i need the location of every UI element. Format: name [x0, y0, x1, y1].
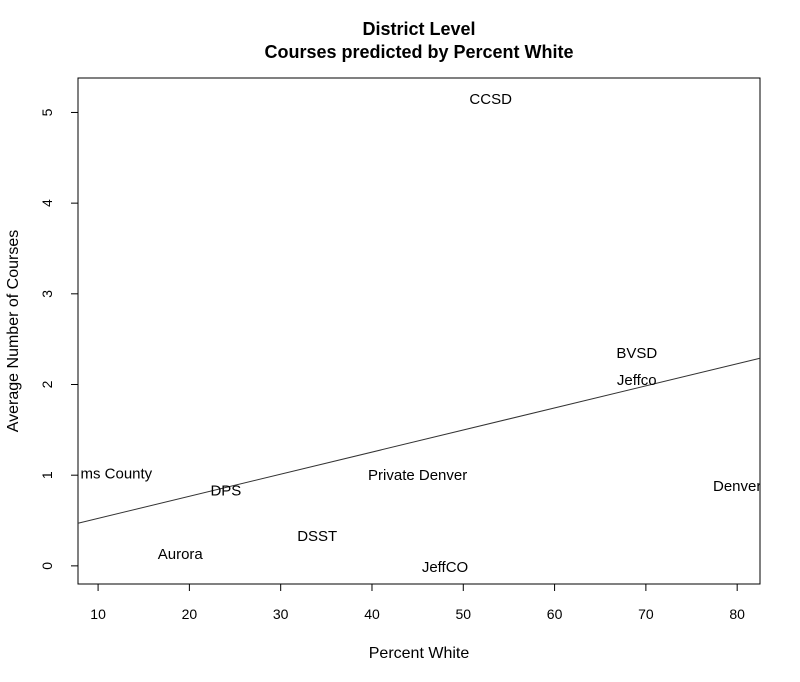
chart-subtitle: Courses predicted by Percent White	[264, 42, 573, 62]
x-tick-label: 10	[90, 606, 106, 622]
point-label: ms County	[80, 465, 152, 482]
plot-frame	[77, 77, 761, 585]
y-tick-label: 2	[39, 380, 55, 388]
point-label: BVSD	[616, 345, 657, 362]
point-label: Denver	[713, 478, 761, 495]
y-tick-label: 1	[39, 471, 55, 479]
y-axis-label: Average Number of Courses	[5, 230, 22, 432]
y-tick-label: 3	[39, 290, 55, 298]
y-tick-label: 4	[39, 199, 55, 207]
regression-line	[77, 357, 761, 524]
point-label: Private Denver	[368, 467, 467, 484]
point-label: DPS	[210, 483, 241, 500]
x-axis: 10 20 30 40 50 60 70 80	[90, 583, 745, 622]
point-label: Jeffco	[617, 372, 657, 389]
point-label: CCSD	[469, 91, 512, 108]
y-axis: 0 1 2 3 4 5	[39, 108, 79, 570]
chart-title: District Level	[362, 19, 475, 39]
point-labels: CCSD BVSD Jeffco ms County Private Denver Den…	[80, 91, 761, 576]
y-tick-label: 0	[39, 562, 55, 570]
point-label: DSST	[297, 528, 337, 545]
x-tick-label: 50	[455, 606, 471, 622]
point-label: JeffCO	[422, 559, 468, 576]
x-tick-label: 80	[729, 606, 745, 622]
x-axis-label: Percent White	[369, 645, 470, 662]
y-tick-label: 5	[39, 108, 55, 116]
x-tick-label: 30	[273, 606, 289, 622]
regression-line-group	[77, 357, 761, 524]
x-tick-label: 70	[638, 606, 654, 622]
point-label: Aurora	[158, 546, 204, 563]
x-tick-label: 60	[547, 606, 563, 622]
x-tick-label: 20	[182, 606, 198, 622]
x-tick-label: 40	[364, 606, 380, 622]
